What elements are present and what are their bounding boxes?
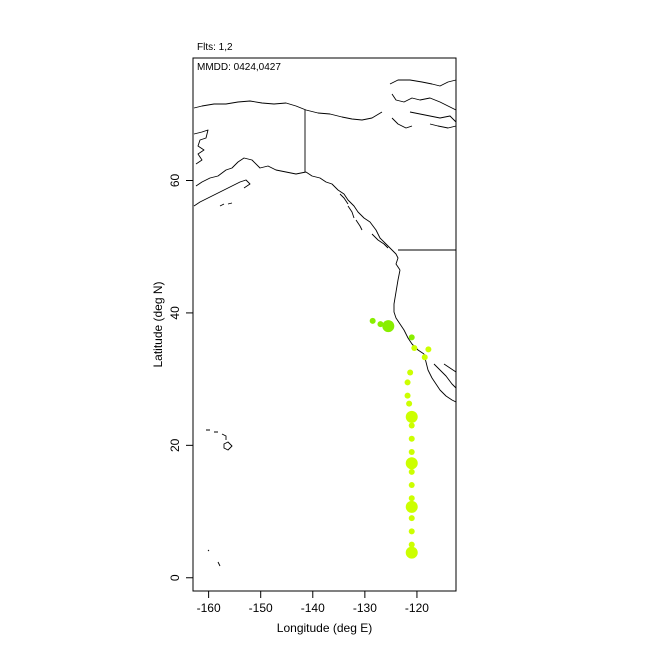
data-point (421, 354, 428, 361)
y-tick-label: 40 (168, 306, 182, 320)
data-point (408, 541, 415, 548)
data-point (408, 422, 415, 429)
x-tick-label: -120 (405, 601, 429, 615)
data-point (404, 379, 411, 386)
data-point (377, 321, 384, 328)
data-point (408, 468, 415, 475)
us-west-coast (393, 269, 425, 355)
data-point (406, 400, 413, 407)
data-point (405, 410, 418, 423)
data-point (404, 392, 411, 399)
bc-islands (339, 193, 389, 249)
data-point (407, 369, 414, 376)
data-point (408, 495, 415, 502)
x-tick-label: -160 (197, 601, 221, 615)
arctic-coast (193, 100, 383, 121)
bc-coast (305, 171, 401, 271)
data-point (405, 546, 418, 559)
data-point (411, 345, 418, 352)
alaska-peninsula (193, 179, 251, 207)
alaska-west-coast (193, 129, 307, 187)
x-tick-label: -140 (301, 601, 325, 615)
data-point (408, 448, 415, 455)
y-tick-label: 20 (168, 438, 182, 452)
data-point (408, 334, 415, 341)
x-axis-label: Longitude (deg E) (277, 621, 372, 635)
dates-label: MMDD: 0424,0427 (197, 62, 281, 73)
canadian-arctic-islands (389, 79, 457, 129)
y-axis-label: Latitude (deg N) (151, 281, 165, 367)
baja-peninsula (423, 353, 457, 403)
map-coastlines (193, 79, 457, 567)
hawaii-islands (206, 429, 233, 451)
x-tick-label: -130 (353, 601, 377, 615)
data-point (425, 346, 432, 353)
y-tick-label: 0 (168, 574, 182, 581)
data-point (382, 320, 395, 333)
data-point (405, 457, 418, 470)
data-point (408, 515, 415, 522)
data-point (408, 482, 415, 489)
pacific-islands (207, 549, 221, 567)
data-point (405, 500, 418, 513)
flights-label: Flts: 1,2 (197, 42, 233, 53)
y-tick-label: 60 (168, 173, 182, 187)
x-tick-label: -150 (249, 601, 273, 615)
data-point (369, 317, 376, 324)
plot-frame (192, 57, 457, 592)
data-point (408, 435, 415, 442)
data-point (408, 528, 415, 535)
